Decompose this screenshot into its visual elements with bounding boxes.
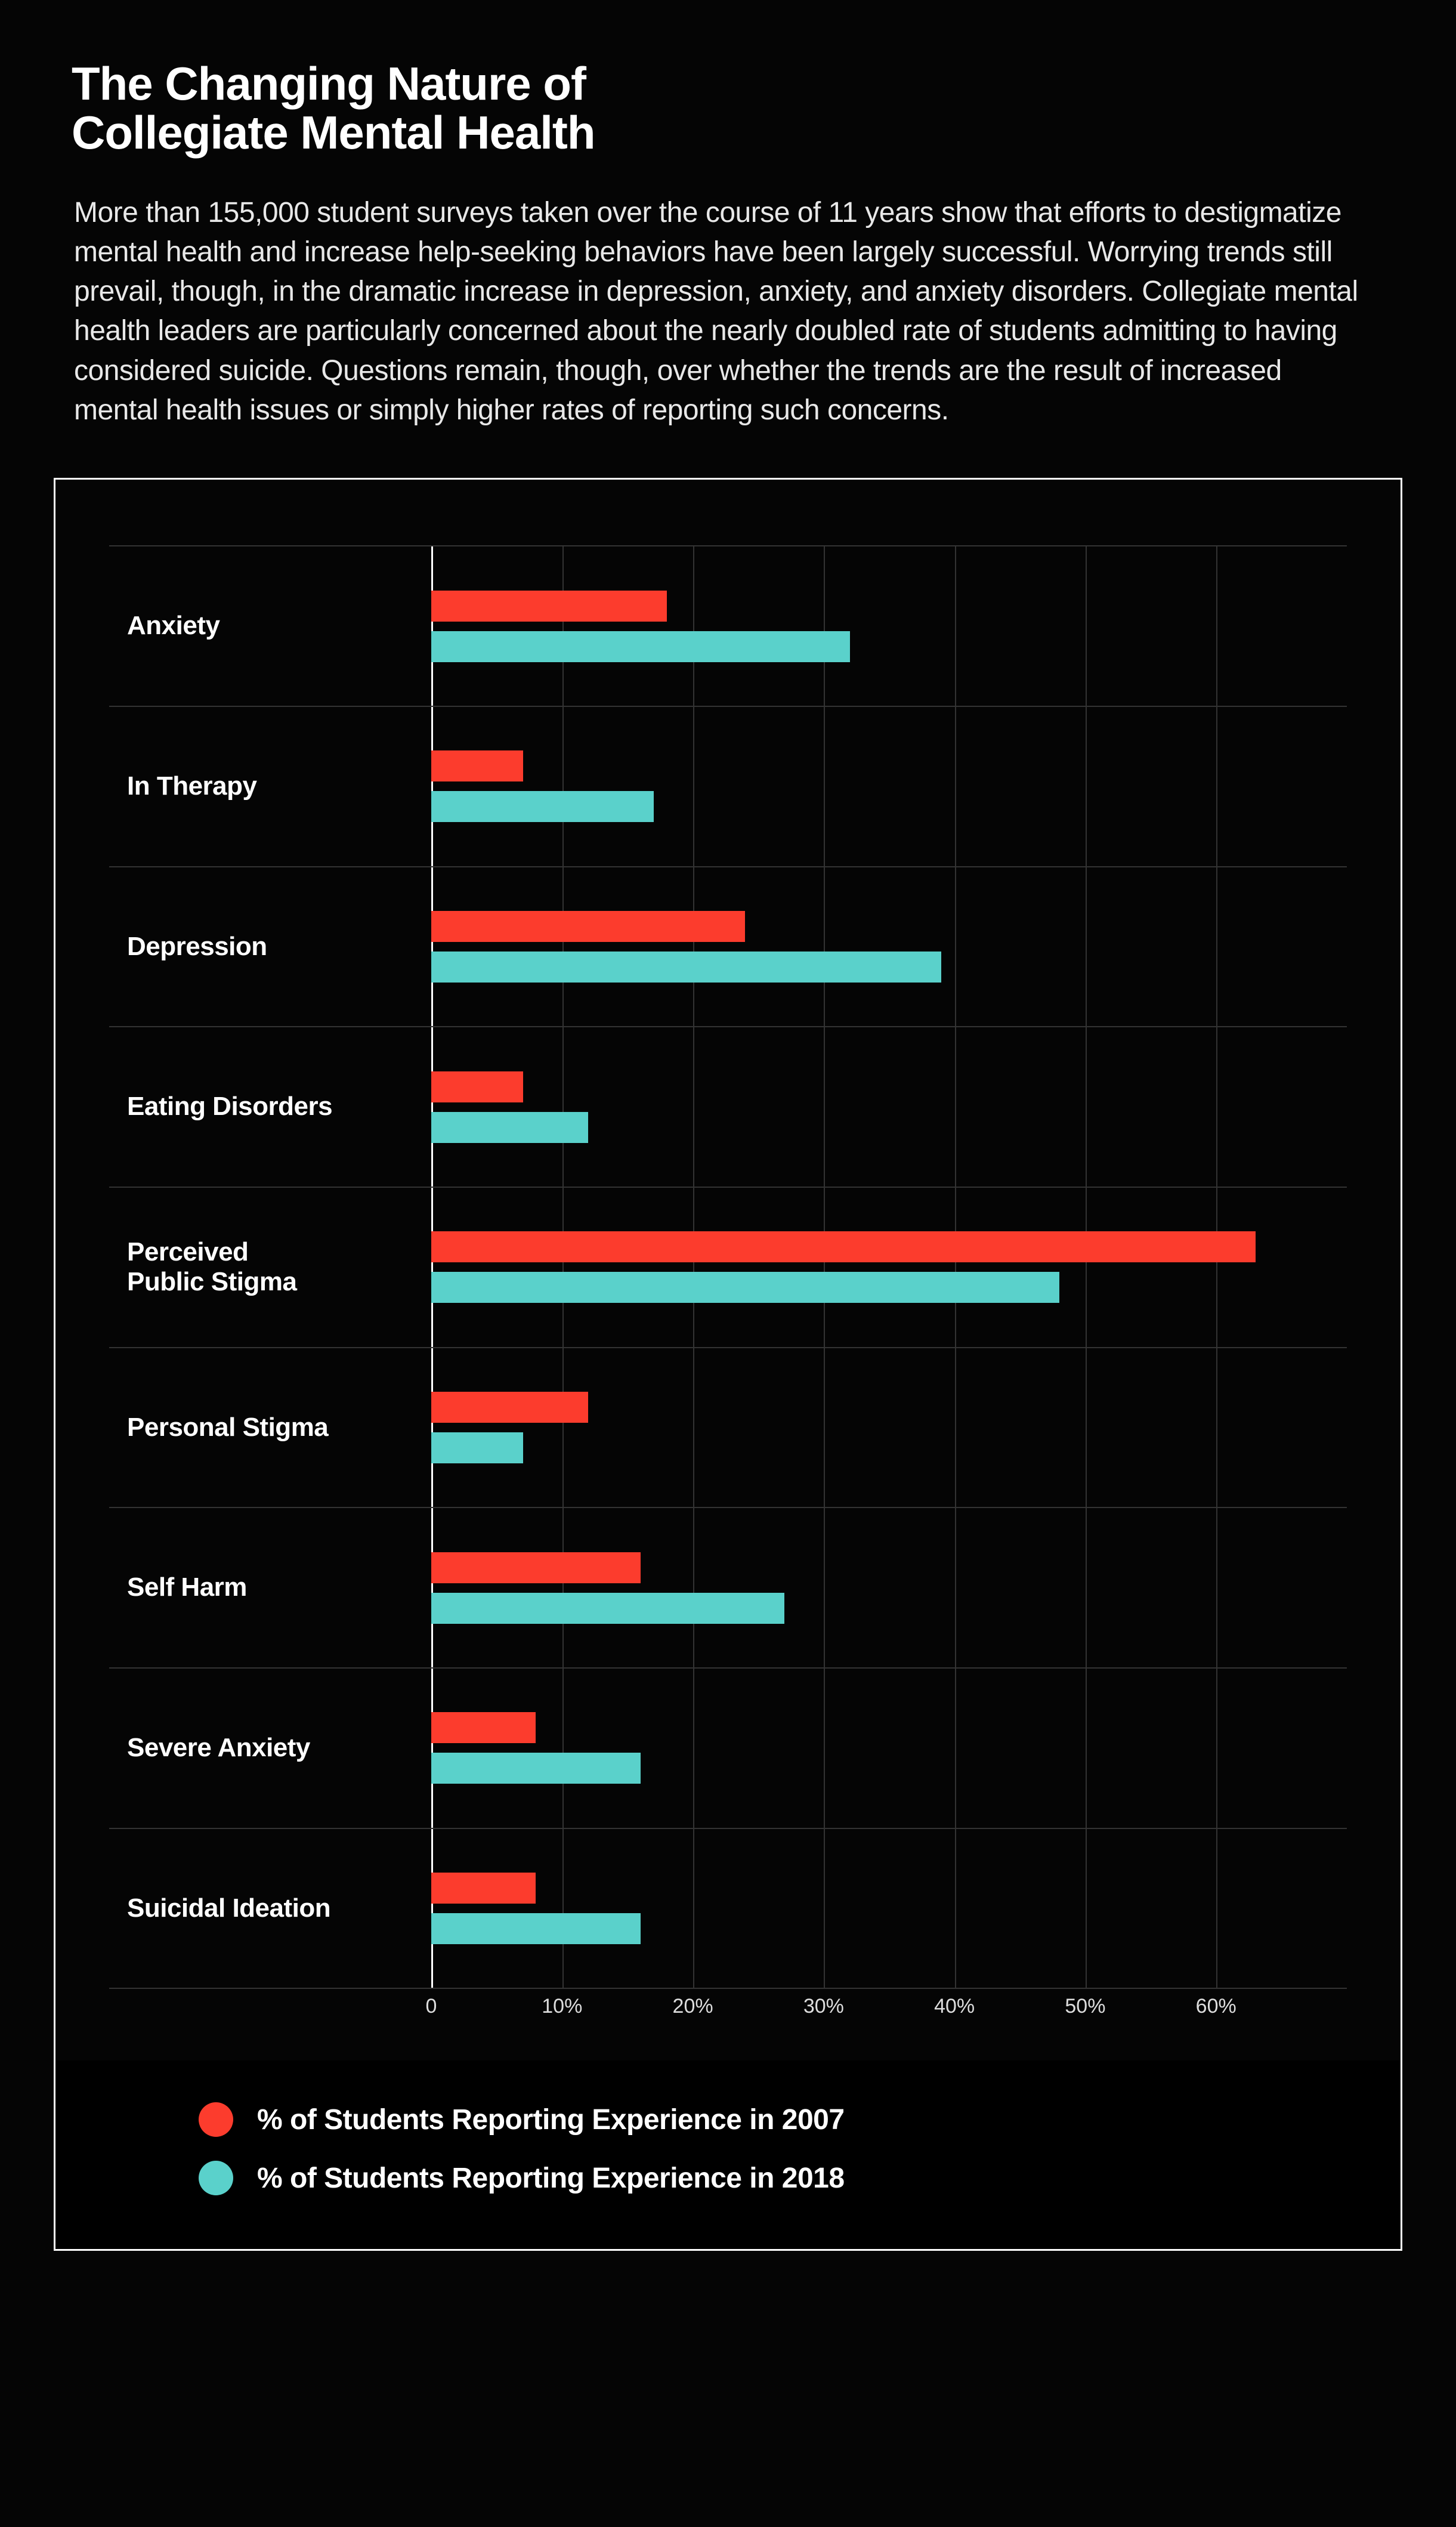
- bar-y2007: [431, 750, 523, 781]
- bar-y2018: [431, 1593, 784, 1624]
- bar-group: [431, 707, 1347, 866]
- category-label: Personal Stigma: [127, 1348, 413, 1507]
- bar-y2018: [431, 631, 850, 662]
- chart-legend: % of Students Reporting Experience in 20…: [55, 2060, 1401, 2249]
- legend-item: % of Students Reporting Experience in 20…: [199, 2161, 1335, 2195]
- axis-tick-label: 40%: [934, 1995, 975, 2018]
- chart-row: In Therapy: [109, 706, 1347, 866]
- bar-y2007: [431, 1071, 523, 1102]
- chart-description: More than 155,000 student surveys taken …: [74, 193, 1367, 430]
- chart-row: Anxiety: [109, 545, 1347, 706]
- legend-label: % of Students Reporting Experience in 20…: [257, 2103, 845, 2136]
- axis-tick-label: 10%: [542, 1995, 582, 2018]
- chart-row: Severe Anxiety: [109, 1667, 1347, 1828]
- bar-group: [431, 546, 1347, 706]
- bar-group: [431, 867, 1347, 1027]
- chart-title: The Changing Nature of Collegiate Mental…: [72, 60, 1402, 157]
- legend-color-icon: [199, 2161, 233, 2195]
- chart-rows: AnxietyIn TherapyDepressionEating Disord…: [109, 545, 1347, 1989]
- chart-row: Suicidal Ideation: [109, 1828, 1347, 1990]
- chart-x-axis: 010%20%30%40%50%60%: [431, 1989, 1347, 2037]
- category-label: Anxiety: [127, 546, 413, 706]
- chart-row: Depression: [109, 866, 1347, 1027]
- bar-group: [431, 1188, 1347, 1347]
- bar-y2018: [431, 1112, 588, 1143]
- chart-container: AnxietyIn TherapyDepressionEating Disord…: [54, 478, 1402, 2251]
- bar-group: [431, 1508, 1347, 1667]
- chart-plot-area: AnxietyIn TherapyDepressionEating Disord…: [55, 545, 1401, 2037]
- bar-y2007: [431, 1231, 1256, 1262]
- legend-item: % of Students Reporting Experience in 20…: [199, 2102, 1335, 2137]
- category-label: Suicidal Ideation: [127, 1829, 413, 1988]
- bar-y2018: [431, 1753, 641, 1784]
- category-label: Severe Anxiety: [127, 1669, 413, 1828]
- chart-row: Personal Stigma: [109, 1347, 1347, 1507]
- bar-y2007: [431, 1712, 536, 1743]
- axis-tick-label: 50%: [1065, 1995, 1105, 2018]
- bar-group: [431, 1829, 1347, 1988]
- bar-y2018: [431, 1272, 1059, 1303]
- chart-row: Self Harm: [109, 1507, 1347, 1667]
- bar-y2007: [431, 591, 667, 622]
- category-label: In Therapy: [127, 707, 413, 866]
- legend-label: % of Students Reporting Experience in 20…: [257, 2162, 845, 2195]
- bar-y2018: [431, 791, 654, 822]
- legend-color-icon: [199, 2102, 233, 2137]
- bar-y2007: [431, 911, 745, 942]
- bar-y2018: [431, 1913, 641, 1944]
- bar-y2018: [431, 952, 941, 983]
- bar-group: [431, 1027, 1347, 1187]
- axis-tick-label: 60%: [1196, 1995, 1236, 2018]
- category-label: Eating Disorders: [127, 1027, 413, 1187]
- axis-tick: 60%: [1216, 1989, 1347, 2037]
- axis-tick-label: 20%: [673, 1995, 713, 2018]
- category-label: Depression: [127, 867, 413, 1027]
- axis-tick-label: 30%: [803, 1995, 844, 2018]
- bar-y2018: [431, 1432, 523, 1463]
- bar-y2007: [431, 1552, 641, 1583]
- category-label: Self Harm: [127, 1508, 413, 1667]
- axis-tick-label: 0: [426, 1995, 437, 2018]
- chart-row: Eating Disorders: [109, 1026, 1347, 1187]
- bar-y2007: [431, 1392, 588, 1423]
- chart-row: Perceived Public Stigma: [109, 1187, 1347, 1347]
- bar-group: [431, 1348, 1347, 1507]
- bar-group: [431, 1669, 1347, 1828]
- category-label: Perceived Public Stigma: [127, 1188, 413, 1347]
- bar-y2007: [431, 1873, 536, 1904]
